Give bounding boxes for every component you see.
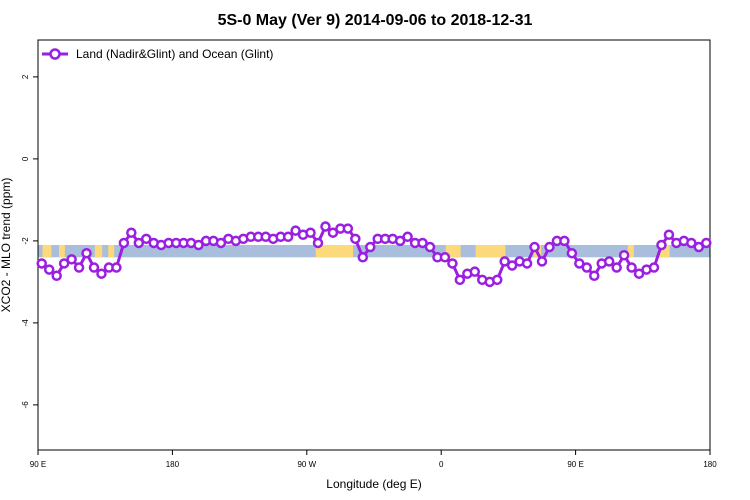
data-point	[282, 231, 294, 243]
data-point	[342, 223, 354, 234]
y-tick-label: -6	[21, 401, 30, 409]
data-point	[305, 227, 316, 238]
x-tick-label: 90 W	[297, 460, 316, 469]
x-tick-label: 90 E	[30, 460, 46, 469]
data-point	[193, 239, 204, 251]
data-point	[566, 247, 578, 259]
data-point	[663, 229, 675, 240]
land-band-segment	[108, 245, 115, 258]
legend: Land (Nadir&Glint) and Ocean (Glint)	[42, 47, 273, 61]
data-point	[618, 250, 630, 261]
data-point	[424, 241, 436, 253]
data-point	[447, 258, 458, 269]
x-tick-label: 0	[439, 460, 444, 469]
land-band-segment	[627, 245, 634, 258]
data-point	[111, 262, 122, 273]
data-point	[506, 260, 518, 271]
data-point	[290, 225, 301, 236]
legend-label: Land (Nadir&Glint) and Ocean (Glint)	[76, 47, 273, 61]
data-point	[693, 241, 705, 253]
data-point	[88, 262, 100, 273]
x-tick-label: 90 E	[567, 460, 583, 469]
data-point	[357, 252, 369, 263]
land-band-segment	[94, 245, 103, 258]
data-point	[454, 274, 466, 286]
data-point	[544, 241, 555, 253]
data-point	[81, 247, 92, 259]
y-axis-label: XCO2 - MLO trend (ppm)	[0, 178, 13, 313]
series-layer	[36, 221, 712, 288]
chart-title: 5S-0 May (Ver 9) 2014-09-06 to 2018-12-3…	[218, 12, 533, 29]
data-point	[133, 237, 145, 249]
ocean-band	[38, 245, 710, 258]
data-point	[626, 262, 637, 273]
data-point	[686, 237, 697, 249]
data-point	[491, 274, 503, 286]
data-point	[417, 237, 428, 249]
data-point	[36, 258, 47, 269]
data-point	[215, 237, 227, 249]
data-point	[589, 270, 600, 281]
data-point	[521, 258, 533, 269]
data-point	[43, 264, 55, 275]
land-band-segment	[42, 245, 52, 258]
land-band-segment	[445, 245, 461, 258]
data-point	[96, 268, 107, 279]
x-tick-label: 180	[166, 460, 180, 469]
data-point	[66, 254, 77, 265]
data-point	[603, 256, 615, 267]
y-tick-label: -2	[21, 237, 30, 245]
land-band-segment	[657, 245, 670, 258]
data-point	[439, 252, 451, 263]
data-point	[611, 262, 622, 273]
y-tick-label: 2	[21, 74, 30, 79]
data-point	[559, 235, 570, 247]
data-point	[118, 237, 130, 249]
data-point	[581, 262, 593, 273]
y-tick-label: -4	[21, 319, 30, 327]
data-point	[656, 239, 667, 251]
data-point	[536, 256, 548, 267]
y-tick-label: 0	[21, 156, 30, 161]
data-point	[648, 262, 660, 273]
data-point	[126, 227, 137, 238]
land-band-segment	[315, 245, 354, 258]
data-point	[327, 227, 339, 238]
data-point	[58, 258, 70, 269]
data-point	[701, 237, 712, 249]
data-point	[73, 262, 85, 273]
data-point	[365, 241, 376, 253]
data-point	[350, 233, 361, 245]
land-ocean-band	[38, 245, 710, 258]
land-band-segment	[58, 245, 65, 258]
legend-swatch-marker	[49, 48, 61, 60]
data-point	[51, 270, 62, 281]
data-point	[394, 235, 406, 247]
data-point	[469, 266, 481, 277]
data-point	[499, 256, 510, 267]
data-point	[529, 241, 540, 253]
land-band-segment	[475, 245, 506, 258]
data-point	[402, 231, 413, 243]
data-point	[320, 221, 331, 232]
x-axis-label: Longitude (deg E)	[326, 477, 421, 491]
data-point	[141, 233, 152, 245]
data-point	[574, 258, 585, 269]
data-point	[633, 268, 645, 279]
axis-ticks: 90 E 180 90 W 0 90 E 180 2 0 -2 -4 -6	[21, 74, 717, 469]
data-point	[312, 237, 324, 249]
x-tick-label: 180	[703, 460, 717, 469]
